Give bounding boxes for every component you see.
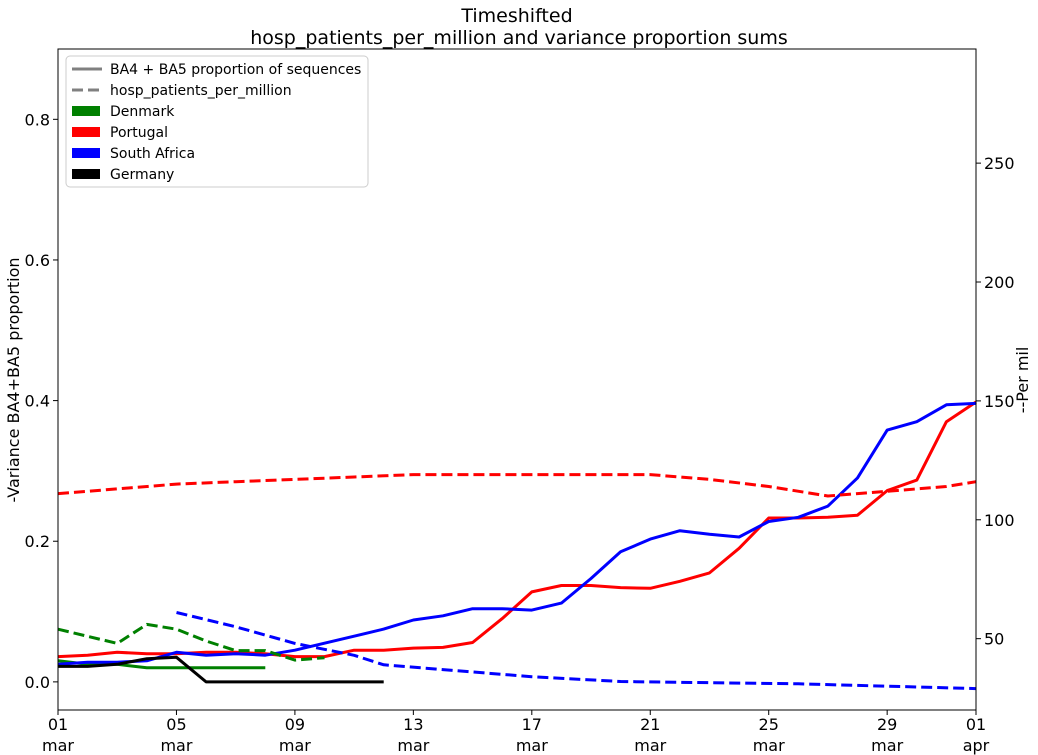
series-line-denmark-dashed — [57, 622, 325, 662]
y-axis-left: 0.0 0.2 0.4 0.6 0.8 — [25, 110, 58, 692]
y-left-tick-label: 0.8 — [25, 110, 50, 129]
legend-label-portugal: Portugal — [110, 125, 168, 141]
x-tick-label: 29 — [877, 715, 897, 734]
series-line-south-africa-dashed — [176, 611, 977, 691]
legend-box — [65, 55, 369, 188]
x-tick-label: mar — [397, 736, 429, 755]
legend-entries: BA4 + BA5 proportion of sequences hosp_pa… — [72, 62, 361, 183]
x-tick-label: 09 — [285, 715, 305, 734]
chart-title-line-2: hosp_patients_per_million and variance p… — [250, 27, 788, 49]
series-line-portugal-solid — [57, 400, 977, 659]
y-left-tick-label: 0.6 — [25, 251, 50, 270]
series-line-germany-solid — [58, 655, 384, 684]
x-tick-label: mar — [160, 736, 192, 755]
legend-swatch-south-africa — [72, 148, 100, 158]
x-tick-label: 01 — [48, 715, 68, 734]
x-tick-label: apr — [963, 736, 990, 755]
x-tick-label: mar — [871, 736, 903, 755]
legend-swatch-denmark — [72, 106, 100, 116]
y-left-tick-label: 0.4 — [25, 392, 50, 411]
legend-label-south-africa: South Africa — [110, 146, 195, 162]
legend-swatch-germany — [72, 169, 100, 179]
y-right-tick-label: 250 — [984, 154, 1015, 173]
y-left-tick-label: 0.2 — [25, 532, 50, 551]
series-layer — [57, 400, 977, 691]
legend-label-denmark: Denmark — [110, 104, 175, 120]
x-axis: 01 mar 05 mar 09 mar 13 mar 17 mar 21 mar 25 mar 29 mar… — [42, 710, 990, 755]
x-tick-label: mar — [516, 736, 548, 755]
y-axis-right-label: --Per mil — [1013, 347, 1032, 414]
y-axis-right: 50 100 150 200 250 — [976, 154, 1015, 649]
series-line-denmark-solid — [57, 659, 266, 670]
legend-label-hosp-patients-per-million: hosp_patients_per_million — [110, 83, 292, 99]
y-left-tick-label: 0.0 — [25, 673, 50, 692]
legend-label-ba4-ba5-proportion-of-sequences: BA4 + BA5 proportion of sequences — [110, 62, 361, 78]
x-tick-label: 21 — [640, 715, 660, 734]
y-right-tick-label: 200 — [984, 273, 1015, 292]
x-tick-label: mar — [42, 736, 74, 755]
x-tick-label: mar — [634, 736, 666, 755]
y-right-tick-label: 100 — [984, 511, 1015, 530]
y-right-tick-label: 50 — [984, 630, 1004, 649]
x-tick-label: 25 — [759, 715, 779, 734]
chart-title-line-1: Timeshifted — [460, 5, 572, 27]
series-line-south-africa-solid — [57, 401, 977, 666]
plot-area — [57, 48, 977, 711]
y-axis-left-label: -Variance BA4+BA5 proportion — [4, 257, 23, 502]
x-tick-label: mar — [279, 736, 311, 755]
plot-frame — [57, 48, 977, 711]
legend-swatch-portugal — [72, 127, 100, 137]
x-tick-label: 13 — [403, 715, 423, 734]
x-tick-label: mar — [753, 736, 785, 755]
legend: BA4 + BA5 proportion of sequences hosp_pa… — [65, 55, 369, 188]
x-tick-label: 17 — [522, 715, 542, 734]
legend-label-germany: Germany — [110, 167, 174, 183]
x-tick-label: 05 — [166, 715, 186, 734]
y-right-tick-label: 150 — [984, 392, 1015, 411]
x-tick-label: 01 — [966, 715, 986, 734]
series-line-portugal-dashed — [57, 473, 977, 498]
